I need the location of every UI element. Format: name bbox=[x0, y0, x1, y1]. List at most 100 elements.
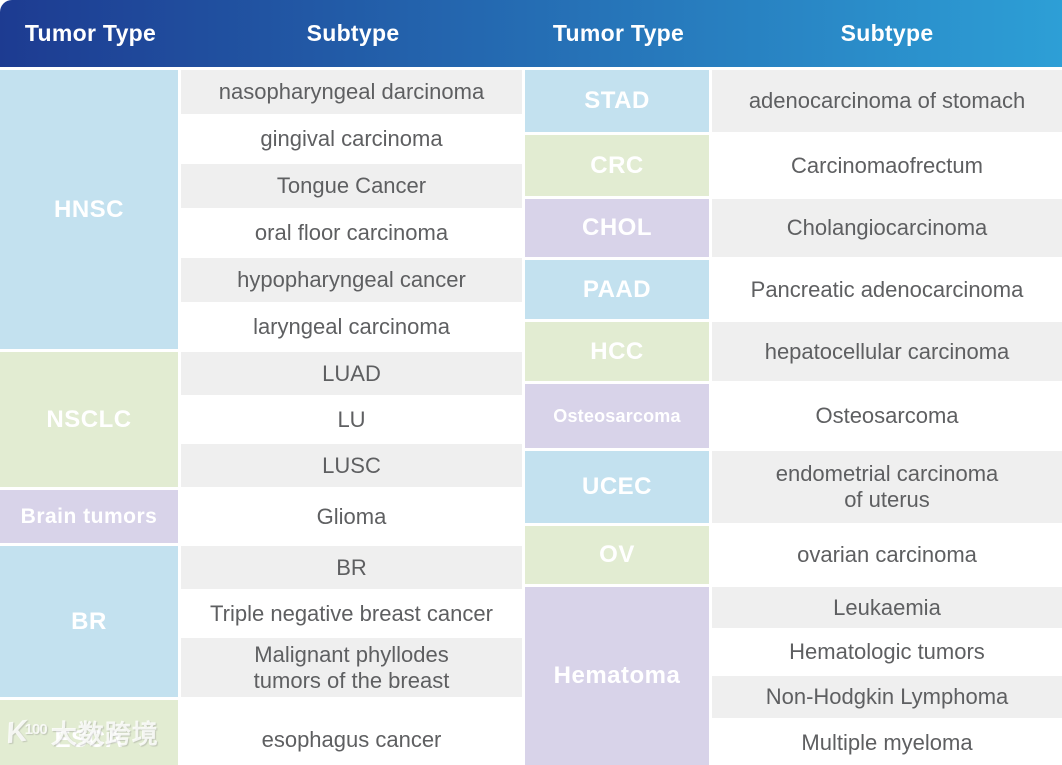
subtype-label: ovarian carcinoma bbox=[797, 542, 977, 568]
tumor-group: Hematoma Leukaemia Hematologic tumors Non-H… bbox=[525, 587, 1062, 765]
subtype-label: esophagus cancer bbox=[261, 727, 442, 753]
subtype-column: Osteosarcoma bbox=[712, 384, 1062, 448]
subtype-row: Carcinomaofrectum bbox=[712, 135, 1062, 196]
subtype-column: Leukaemia Hematologic tumors Non-Hodgkin L… bbox=[712, 587, 1062, 765]
header-tumor-type-right: Tumor Type bbox=[552, 20, 685, 46]
subtype-row: gingival carcinoma bbox=[181, 117, 522, 161]
subtype-row: BR bbox=[181, 546, 522, 589]
subtype-label: Triple negative breast cancer bbox=[210, 600, 493, 626]
subtype-label: oral floor carcinoma bbox=[254, 220, 449, 246]
subtype-row: Malignant phyllodes tumors of the breast bbox=[181, 638, 522, 697]
tumor-group: ESCA esophagus cancer bbox=[0, 700, 522, 765]
subtype-row: nasopharyngeal darcinoma bbox=[181, 70, 522, 114]
tumor-group: CRC Carcinomaofrectum bbox=[525, 135, 1062, 196]
tumor-type-cell-brain-tumors: Brain tumors bbox=[0, 490, 178, 543]
subtype-column: Cholangiocarcinoma bbox=[712, 199, 1062, 257]
tumor-type-cell-hematoma: Hematoma bbox=[525, 587, 709, 765]
subtype-label: Multiple myeloma bbox=[801, 730, 973, 756]
subtype-row: Hematologic tumors bbox=[712, 631, 1062, 673]
subtype-row: Leukaemia bbox=[712, 587, 1062, 628]
subtype-column: hepatocellular carcinoma bbox=[712, 322, 1062, 381]
subtype-label: laryngeal carcinoma bbox=[253, 314, 450, 340]
subtype-row: Triple negative breast cancer bbox=[181, 592, 522, 635]
subtype-row: Cholangiocarcinoma bbox=[712, 199, 1062, 257]
subtype-label: gingival carcinoma bbox=[260, 126, 443, 152]
subtype-column: BR Triple negative breast cancer Malignant… bbox=[181, 546, 522, 697]
tumor-group: HCC hepatocellular carcinoma bbox=[525, 322, 1062, 381]
subtype-label: Osteosarcoma bbox=[815, 403, 959, 429]
tumor-type-cell-br: BR bbox=[0, 546, 178, 697]
subtype-label: Hematologic tumors bbox=[789, 639, 985, 665]
subtype-label: LUSC bbox=[322, 452, 381, 478]
header-subtype-left: Subtype bbox=[306, 20, 400, 46]
subtype-column: Glioma bbox=[181, 490, 522, 543]
subtype-label: LU bbox=[337, 406, 366, 432]
subtype-label: hypopharyngeal cancer bbox=[237, 267, 466, 293]
subtype-row: Multiple myeloma bbox=[712, 721, 1062, 765]
right-table-half: STAD adenocarcinoma of stomach CRC Carcinom… bbox=[525, 70, 1062, 765]
subtype-label: LUAD bbox=[322, 360, 381, 386]
tumor-group: PAAD Pancreatic adenocarcinoma bbox=[525, 260, 1062, 319]
tumor-type-cell-crc: CRC bbox=[525, 135, 709, 196]
subtype-label: Carcinomaofrectum bbox=[791, 152, 983, 178]
subtype-label: Cholangiocarcinoma bbox=[786, 215, 988, 241]
tumor-type-cell-nsclc: NSCLC bbox=[0, 352, 178, 487]
tumor-group: Brain tumors Glioma bbox=[0, 490, 522, 543]
tumor-group: STAD adenocarcinoma of stomach bbox=[525, 70, 1062, 132]
table-header: Tumor Type Subtype Tumor Type Subtype bbox=[0, 0, 1062, 67]
subtype-row: LU bbox=[181, 398, 522, 441]
subtype-label: Non-Hodgkin Lymphoma bbox=[765, 684, 1009, 710]
subtype-row: Tongue Cancer bbox=[181, 164, 522, 208]
subtype-row: oral floor carcinoma bbox=[181, 211, 522, 255]
tumor-group: Osteosarcoma Osteosarcoma bbox=[525, 384, 1062, 448]
subtype-column: Pancreatic adenocarcinoma bbox=[712, 260, 1062, 319]
subtype-row: Glioma bbox=[181, 490, 522, 543]
subtype-label: Pancreatic adenocarcinoma bbox=[750, 276, 1024, 302]
header-tumor-type-left: Tumor Type bbox=[24, 20, 157, 46]
subtype-column: nasopharyngeal darcinoma gingival carcino… bbox=[181, 70, 522, 349]
subtype-row: LUSC bbox=[181, 444, 522, 487]
subtype-column: adenocarcinoma of stomach bbox=[712, 70, 1062, 132]
tumor-group: NSCLC LUAD LU LUSC bbox=[0, 352, 522, 487]
subtype-row: hepatocellular carcinoma bbox=[712, 322, 1062, 381]
subtype-row: ovarian carcinoma bbox=[712, 526, 1062, 584]
tumor-group: CHOL Cholangiocarcinoma bbox=[525, 199, 1062, 257]
left-table-half: HNSC nasopharyngeal darcinoma gingival car… bbox=[0, 70, 522, 765]
subtype-row: adenocarcinoma of stomach bbox=[712, 70, 1062, 132]
subtype-label: hepatocellular carcinoma bbox=[764, 338, 1010, 364]
tumor-group: BR BR Triple negative breast cancer Maligna… bbox=[0, 546, 522, 697]
subtype-row: Pancreatic adenocarcinoma bbox=[712, 260, 1062, 319]
tumor-type-cell-esca: ESCA bbox=[0, 700, 178, 765]
subtype-column: esophagus cancer bbox=[181, 700, 522, 765]
subtype-row: LUAD bbox=[181, 352, 522, 395]
header-subtype-right: Subtype bbox=[840, 20, 934, 46]
tumor-group: OV ovarian carcinoma bbox=[525, 526, 1062, 584]
subtype-row: endometrial carcinoma of uterus bbox=[712, 451, 1062, 523]
subtype-label: adenocarcinoma of stomach bbox=[748, 88, 1026, 114]
subtype-column: endometrial carcinoma of uterus bbox=[712, 451, 1062, 523]
subtype-row: hypopharyngeal cancer bbox=[181, 258, 522, 302]
tumor-type-cell-osteosarcoma: Osteosarcoma bbox=[525, 384, 709, 448]
subtype-label: Tongue Cancer bbox=[276, 173, 427, 199]
subtype-label: BR bbox=[336, 554, 367, 580]
subtype-row: Non-Hodgkin Lymphoma bbox=[712, 676, 1062, 718]
subtype-row: esophagus cancer bbox=[181, 700, 522, 765]
subtype-row: Osteosarcoma bbox=[712, 384, 1062, 448]
subtype-label: Malignant phyllodes tumors of the breast bbox=[253, 641, 450, 693]
tumor-type-cell-paad: PAAD bbox=[525, 260, 709, 319]
subtype-row: laryngeal carcinoma bbox=[181, 305, 522, 349]
tumor-type-cell-hcc: HCC bbox=[525, 322, 709, 381]
subtype-column: ovarian carcinoma bbox=[712, 526, 1062, 584]
subtype-column: Carcinomaofrectum bbox=[712, 135, 1062, 196]
tumor-type-cell-ucec: UCEC bbox=[525, 451, 709, 523]
subtype-column: LUAD LU LUSC bbox=[181, 352, 522, 487]
subtype-label: Leukaemia bbox=[833, 594, 941, 620]
subtype-label: endometrial carcinoma of uterus bbox=[775, 461, 999, 512]
tumor-group: UCEC endometrial carcinoma of uterus bbox=[525, 451, 1062, 523]
tumor-group: HNSC nasopharyngeal darcinoma gingival car… bbox=[0, 70, 522, 349]
tumor-type-cell-hnsc: HNSC bbox=[0, 70, 178, 349]
tumor-type-cell-ov: OV bbox=[525, 526, 709, 584]
subtype-label: nasopharyngeal darcinoma bbox=[218, 79, 485, 105]
subtype-label: Glioma bbox=[316, 503, 387, 529]
